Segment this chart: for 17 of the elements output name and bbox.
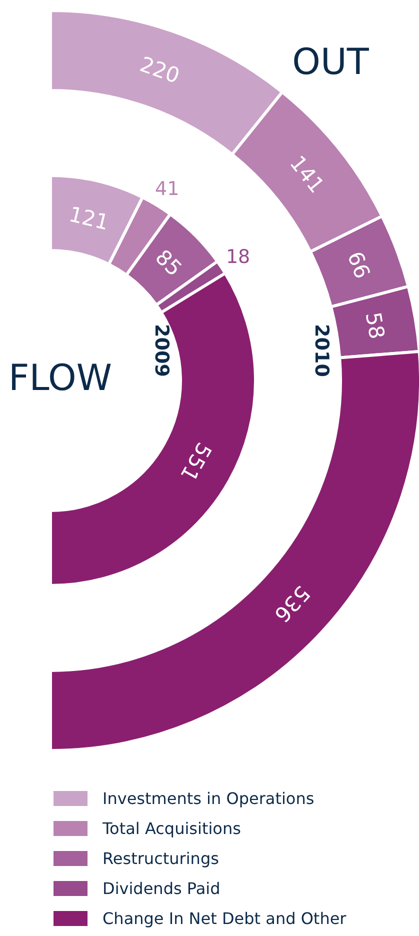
data-label: 58 [360,310,389,341]
data-label: 121 [66,202,112,235]
data-label: 41 [155,178,180,200]
slice-label: 2010 [310,324,332,377]
legend-label: Dividends Paid [102,879,220,898]
data-label: 85 [150,245,186,281]
text: FLOW [8,358,112,399]
slice-label: 2009 [150,324,172,377]
legend-label: Total Acquisitions [102,819,241,838]
legend-label: Restructurings [102,849,219,868]
legend-label: Change In Net Debt and Other [102,909,347,928]
data-label: 551 [176,438,216,486]
data-label: 18 [226,246,250,268]
legend-label: Investments in Operations [102,789,314,808]
text: OUT [292,42,370,83]
data-label: 66 [342,248,375,282]
data-label: 220 [136,52,183,88]
